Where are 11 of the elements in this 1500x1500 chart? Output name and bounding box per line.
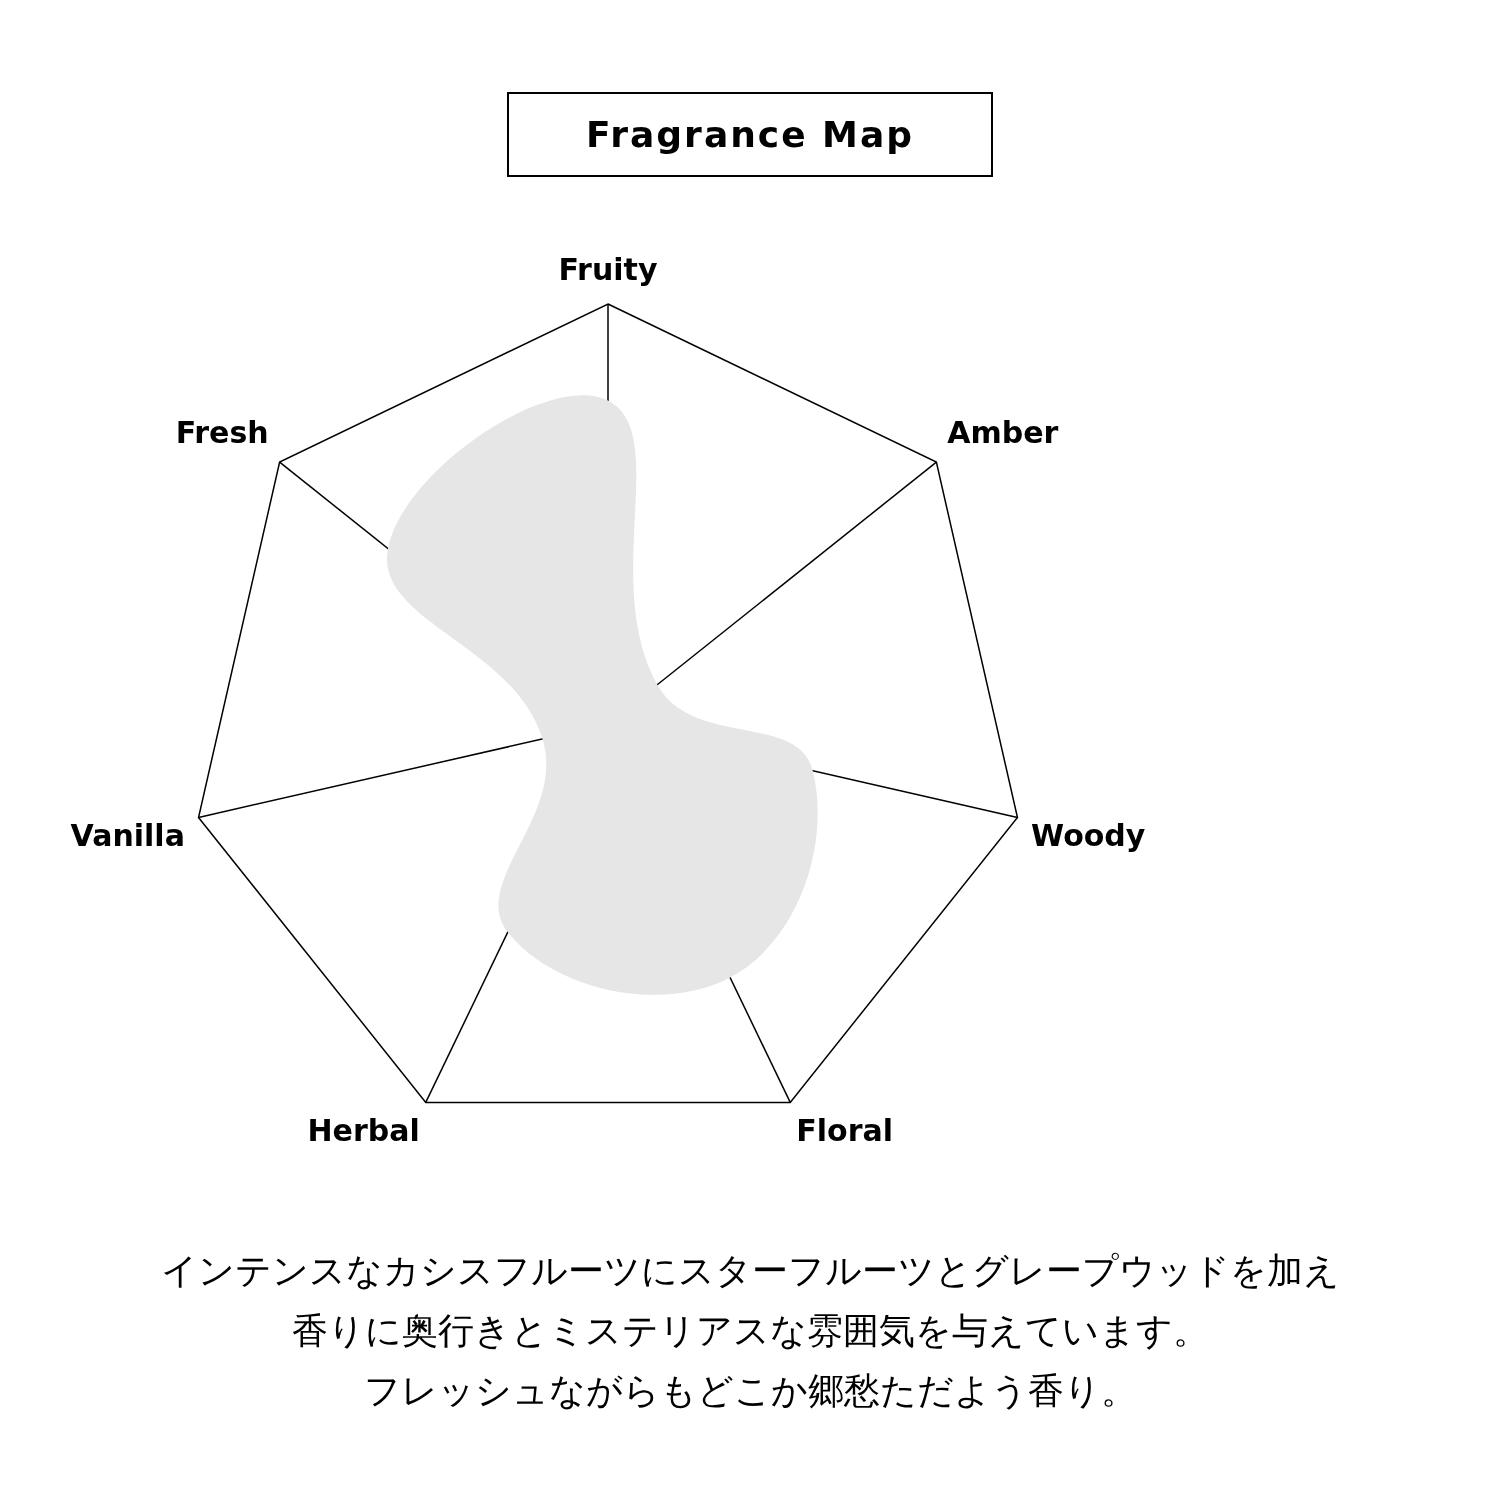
spoke-label: Woody [1031, 818, 1146, 854]
text: インテンスなカシスフルーツにスターフルーツとグレープウッドを加え [159, 1249, 1341, 1293]
spoke-label: Fresh [175, 415, 269, 451]
spoke-label: Herbal [307, 1112, 420, 1148]
spoke-label: Floral [796, 1112, 894, 1148]
text: 香りに奥行きとミステリアスな雰囲気を与えています。 [290, 1309, 1210, 1353]
spoke-label: Amber [947, 415, 1059, 451]
text: フレッシュながらもどこか郷愁ただよう香り。 [362, 1369, 1138, 1413]
spoke-label: Fruity [558, 251, 658, 287]
spoke-label: Vanilla [70, 818, 185, 854]
chart-title: Fragrance Map [507, 92, 993, 177]
